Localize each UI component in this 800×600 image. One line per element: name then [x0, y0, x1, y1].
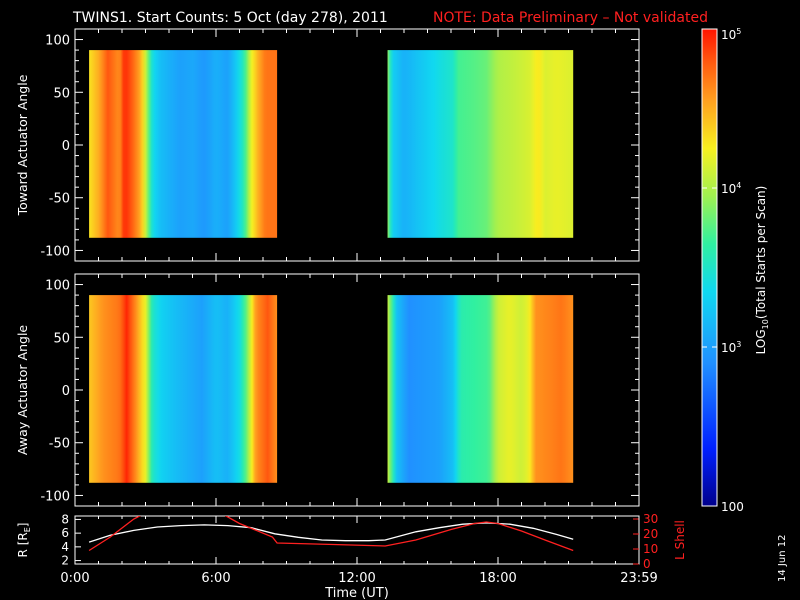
date-stamp: 14 Jun 12 [777, 535, 788, 582]
away-heatmap [89, 295, 574, 483]
toward-y-axis-label: Toward Actuator Angle [15, 74, 30, 216]
time-tick-label: 18:00 [479, 571, 516, 586]
away-axes: -100 -50 0 50 100 [40, 274, 640, 506]
time-tick-label: 6:00 [201, 571, 230, 586]
colorbar-gradient [702, 29, 717, 506]
time-tick-label: 12:00 [338, 571, 375, 586]
y-tick-label: 100 [45, 279, 70, 294]
colorbar-tick-label: 100 [721, 500, 744, 514]
lshell-line [88, 516, 574, 552]
toward-heatmap [89, 50, 574, 238]
time-tick-label: 23:59 [620, 571, 657, 586]
toward-axes: -100 -50 0 50 100 [40, 29, 640, 261]
y-tick-label: -50 [49, 437, 70, 452]
lshell-tick-label: 20 [643, 527, 658, 541]
heatmap-block [89, 50, 278, 238]
plot-title: TWINS1. Start Counts: 5 Oct (day 278), 2… [72, 10, 388, 26]
r-axis-label: R [RE] [16, 523, 32, 558]
lshell-tick-label: 30 [643, 512, 658, 526]
toward-panel: -100 -50 0 50 100 Toward Actuator Angle [15, 28, 640, 262]
colorbar-tick-label: 105 [721, 27, 741, 42]
y-tick-label: -100 [40, 244, 70, 259]
heatmap-block [387, 50, 574, 238]
orbit-panel-frame [74, 515, 640, 565]
colorbar-label: LOG10(Total Starts per Scan) [754, 186, 770, 355]
preliminary-note: NOTE: Data Preliminary – Not validated [433, 10, 708, 26]
away-panel: -100 -50 0 50 100 Away Actuator Angle [15, 273, 640, 507]
colorbar-frame [701, 28, 718, 507]
colorbar: 105 104 103 100 LOG10(Total Starts per Scan… [701, 27, 770, 514]
colorbar-tick-label: 103 [721, 340, 741, 355]
r-tick-label: 6 [61, 526, 69, 540]
y-tick-label: -100 [40, 489, 70, 504]
colorbar-ticks: 105 104 103 100 [702, 27, 744, 514]
r-tick-label: 2 [61, 554, 69, 568]
r-tick-label: 8 [61, 512, 69, 526]
r-tick-label: 4 [61, 540, 69, 554]
y-tick-label: 0 [62, 384, 70, 399]
lshell-tick-label: 0 [643, 557, 651, 571]
lshell-axis-label: L Shell [673, 520, 687, 560]
orbit-lines [88, 516, 574, 552]
colorbar-tick-label: 104 [721, 181, 741, 196]
y-tick-label: 50 [53, 331, 70, 346]
y-tick-label: 50 [53, 86, 70, 101]
time-axis-label: Time (UT) [324, 586, 389, 600]
y-tick-label: -50 [49, 192, 70, 207]
y-tick-label: 100 [45, 34, 70, 49]
lshell-tick-label: 10 [643, 542, 658, 556]
y-tick-label: 0 [62, 139, 70, 154]
heatmap-block [387, 295, 574, 483]
r-line [88, 522, 574, 543]
away-y-axis-label: Away Actuator Angle [15, 325, 30, 456]
time-tick-label: 0:00 [60, 571, 89, 586]
heatmap-block [89, 295, 278, 483]
